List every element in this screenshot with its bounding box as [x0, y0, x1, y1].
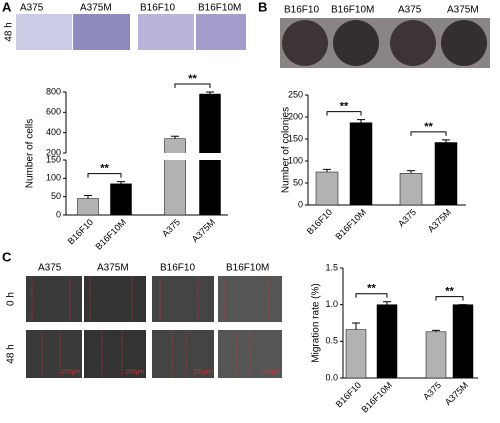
panel-a-images [16, 14, 246, 50]
image-label: A375M [447, 5, 479, 16]
bar [164, 138, 186, 216]
y-tick-label: 800 [46, 86, 61, 96]
panel-label: B [258, 0, 267, 14]
scale-bar-label: 200μm [262, 370, 280, 376]
significance-label: ** [445, 286, 454, 298]
image [26, 330, 82, 378]
y-tick-label: 400 [46, 127, 61, 137]
y-axis-label: Number of cells [25, 119, 36, 188]
image-label: B16F10 [160, 263, 195, 274]
significance-bracket [435, 296, 464, 301]
image [73, 14, 130, 50]
significance-label: ** [367, 283, 376, 295]
row-label: 0 h [6, 292, 17, 306]
x-tick-label: A375 [421, 380, 443, 402]
image [84, 276, 146, 322]
image-label: B16F10M [198, 3, 241, 14]
panel-c-images [26, 276, 282, 378]
bar [434, 142, 458, 206]
row-label: 48 h [4, 22, 15, 41]
axis-break-gap [163, 153, 187, 160]
image [152, 276, 214, 322]
y-tick-label: 1.0 [325, 299, 338, 309]
x-tick-label: A375 [396, 207, 418, 229]
bar [345, 329, 367, 379]
y-axis-label: Migration rate (%) [311, 283, 322, 362]
image-label: A375 [38, 263, 62, 274]
x-tick-label: A375 [160, 217, 182, 239]
image [152, 330, 214, 378]
bar [425, 331, 447, 379]
significance-label: ** [188, 73, 197, 85]
y-tick-label: 150 [288, 133, 303, 143]
scale-bar-label: 200μm [126, 370, 144, 376]
scale-bar-label: 200μm [62, 370, 80, 376]
bar [399, 173, 423, 206]
image [84, 330, 146, 378]
image-label: B16F10 [284, 5, 319, 16]
x-tick-label: B16F10 [66, 217, 95, 246]
significance-label: ** [100, 163, 109, 175]
image-label: A375 [398, 5, 422, 16]
x-tick-label: A375M [190, 217, 217, 244]
y-tick-label: 50 [51, 191, 61, 201]
bar [315, 171, 339, 206]
y-tick-label: 0 [298, 199, 303, 209]
y-tick-label: 0 [56, 209, 61, 219]
image [138, 14, 194, 50]
plate [282, 20, 328, 66]
significance-label: ** [340, 101, 349, 113]
significance-bracket [410, 131, 447, 136]
panel-label: C [2, 249, 12, 264]
row-label: 48 h [6, 344, 17, 363]
plate [441, 20, 487, 66]
image-label: A375M [80, 3, 112, 14]
y-tick-label: 200 [46, 147, 61, 157]
y-tick-label: 1.5 [325, 262, 338, 272]
x-tick-label: B16F10M [333, 207, 368, 242]
image [196, 14, 246, 50]
image [16, 14, 72, 50]
y-tick-label: 250 [288, 89, 303, 99]
bar [77, 198, 99, 216]
plate [333, 20, 379, 66]
bar [349, 122, 373, 206]
y-tick-label: 200 [288, 111, 303, 121]
image-label: B16F10M [226, 263, 269, 274]
bar [452, 304, 474, 379]
bar [376, 304, 398, 379]
image [218, 276, 282, 322]
significance-bracket [87, 173, 122, 178]
panel-b-images [280, 18, 490, 68]
x-tick-label: B16F10 [334, 380, 363, 409]
significance-bracket [326, 111, 362, 116]
significance-bracket [355, 293, 388, 298]
x-tick-label: A375M [443, 380, 470, 407]
bar [110, 183, 132, 216]
y-tick-label: 150 [46, 154, 61, 164]
y-tick-label: 0.5 [325, 336, 338, 346]
scale-bar-label: 200μm [194, 370, 212, 376]
x-tick-label: A375M [426, 207, 453, 234]
plate [390, 20, 436, 66]
x-tick-label: B16F10M [93, 217, 128, 252]
y-tick-label: 100 [288, 155, 303, 165]
image-label: A375M [97, 263, 129, 274]
y-tick-label: 50 [293, 177, 303, 187]
y-tick-label: 600 [46, 107, 61, 117]
y-axis-label: Number of colonies [281, 107, 292, 193]
image-label: A375 [20, 3, 44, 14]
significance-label: ** [424, 121, 433, 133]
image-label: B16F10 [140, 3, 175, 14]
image-label: B16F10M [331, 5, 374, 16]
x-tick-label: B16F10 [305, 207, 334, 236]
y-tick-label: 100 [46, 173, 61, 183]
x-tick-label: B16F10M [359, 380, 394, 415]
axis-break-gap [198, 153, 222, 160]
significance-bracket [174, 83, 211, 88]
image [26, 276, 82, 322]
y-tick-label: 0.0 [325, 372, 338, 382]
panel-label: A [2, 0, 12, 14]
